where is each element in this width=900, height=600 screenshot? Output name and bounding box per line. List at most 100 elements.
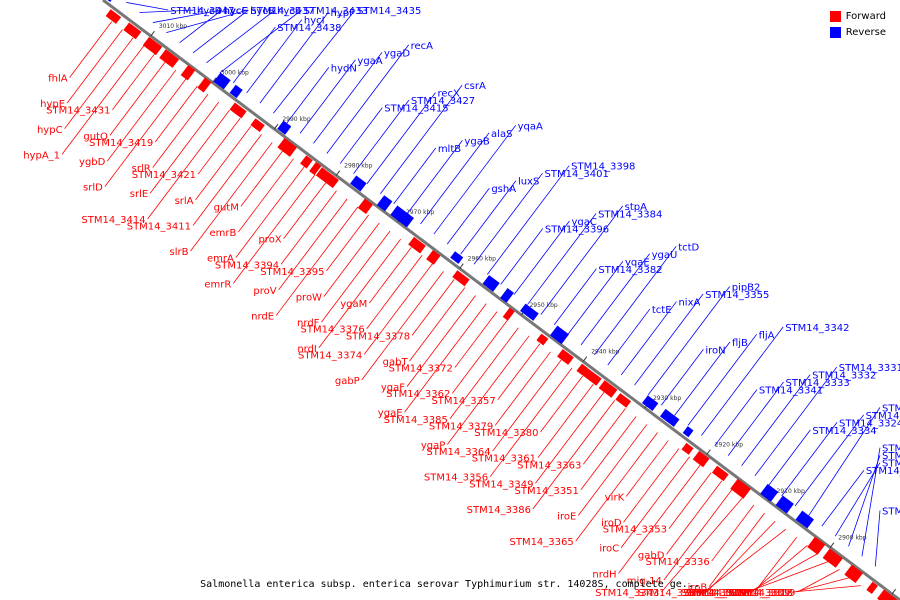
gene-label: srlA	[175, 196, 194, 207]
gene-label: STM14_3398	[571, 162, 635, 173]
gene-label: STM14_3336	[646, 557, 710, 568]
gene-label: STM14_3349	[469, 479, 533, 490]
gene-label: iroD	[601, 518, 622, 529]
leader-line	[393, 147, 437, 205]
gene-label: tctE	[652, 305, 672, 316]
reverse-gene	[390, 205, 414, 228]
forward-gene	[581, 367, 602, 386]
leader-line	[433, 125, 516, 235]
gene-label: STM14_3421	[132, 170, 196, 181]
forward-gene	[866, 581, 879, 594]
leader-line	[446, 187, 490, 245]
tick-mark	[150, 30, 155, 37]
leader-line	[663, 488, 733, 581]
gene-label: stpA	[625, 202, 647, 213]
leader-line	[583, 408, 626, 465]
leader-line	[280, 190, 337, 265]
leader-line	[361, 271, 444, 381]
gene-label: STM14_3365	[509, 537, 573, 548]
leader-line	[273, 9, 356, 114]
forward-gene	[105, 9, 122, 24]
leader-line	[620, 456, 690, 548]
gene-label: ygaC	[571, 217, 596, 228]
forward-gene	[730, 478, 751, 499]
tick-label: 2930 kbp	[653, 395, 681, 402]
gene-label: fhlA	[48, 74, 68, 85]
tick-label: 2980 kbp	[344, 163, 372, 170]
forward-gene	[159, 49, 180, 68]
gene-label: STM14_3328	[686, 588, 750, 599]
leader-line	[532, 400, 616, 510]
gene-label: proV	[253, 286, 276, 297]
leader-line	[219, 9, 302, 74]
leader-line	[313, 52, 383, 144]
leader-line	[660, 349, 704, 406]
gene-label: STM14_3319	[731, 588, 795, 599]
leader-line	[66, 29, 123, 104]
gene-label: ygaA	[357, 56, 382, 67]
gene-label: STM14_3353	[603, 525, 667, 536]
gene-label: iroE	[557, 512, 576, 523]
leader-line	[741, 374, 811, 466]
leader-line	[537, 383, 594, 458]
forward-gene	[229, 102, 247, 119]
leader-line	[278, 198, 348, 291]
leader-line	[149, 101, 220, 194]
genome-axis	[102, 0, 900, 600]
leader-line	[575, 432, 658, 542]
reverse-gene	[659, 408, 680, 427]
legend-forward: Forward	[829, 8, 886, 24]
gene-label: STM14_3447	[170, 6, 234, 17]
leader-line	[580, 253, 650, 346]
leader-line	[553, 268, 597, 325]
leader-line	[500, 228, 544, 285]
leader-line	[232, 174, 316, 284]
reverse-gene	[500, 288, 514, 303]
reverse-gene	[376, 195, 393, 212]
leader-line	[283, 182, 327, 239]
leader-line	[246, 19, 303, 94]
gene-label: hycF	[224, 6, 248, 17]
leader-line	[794, 577, 851, 593]
gene-label: STM14_3341	[759, 386, 823, 397]
reverse-gene	[213, 72, 231, 90]
gene-label: gutQ	[83, 131, 108, 142]
leader-line	[195, 126, 252, 201]
leader-line	[179, 9, 223, 44]
leader-line	[366, 255, 423, 329]
gene-label: hypA_1	[23, 150, 60, 161]
gene-label: srlR	[132, 164, 151, 175]
leader-line	[368, 246, 412, 304]
leader-line	[126, 2, 169, 11]
gene-label: srlD	[83, 183, 103, 194]
gene-label: csrA	[464, 81, 486, 92]
gene-label: hypF	[331, 8, 356, 19]
tick-mark	[273, 123, 279, 130]
gene-label: STM14_3333	[786, 378, 850, 389]
forward-gene	[598, 380, 618, 398]
tick-label: 2920 kbp	[715, 442, 743, 449]
leader-line	[299, 59, 356, 134]
gene-label: srlE	[130, 189, 148, 200]
gene-label: ygaM	[340, 299, 367, 310]
leader-line	[540, 205, 623, 315]
forward-gene	[502, 307, 515, 321]
gene-label: STM14_3334	[812, 426, 876, 437]
leader-line	[848, 455, 881, 547]
gene-label: STM14_3427	[411, 96, 475, 107]
forward-gene	[300, 155, 313, 169]
leader-line	[139, 9, 195, 13]
leader-line	[152, 9, 222, 23]
gene-label: STM14_3327	[683, 588, 747, 599]
forward-gene	[123, 22, 142, 40]
gene-label: gutM	[214, 202, 239, 213]
gene-label: fljA	[759, 330, 775, 341]
leader-line	[618, 464, 701, 574]
gene-label: STM14_3374	[298, 350, 362, 361]
leader-line	[754, 537, 798, 593]
leader-line	[452, 319, 509, 394]
leader-line	[497, 343, 541, 401]
leader-line	[366, 92, 436, 184]
leader-line	[109, 61, 166, 136]
gene-label: STM14_3322	[866, 466, 900, 477]
